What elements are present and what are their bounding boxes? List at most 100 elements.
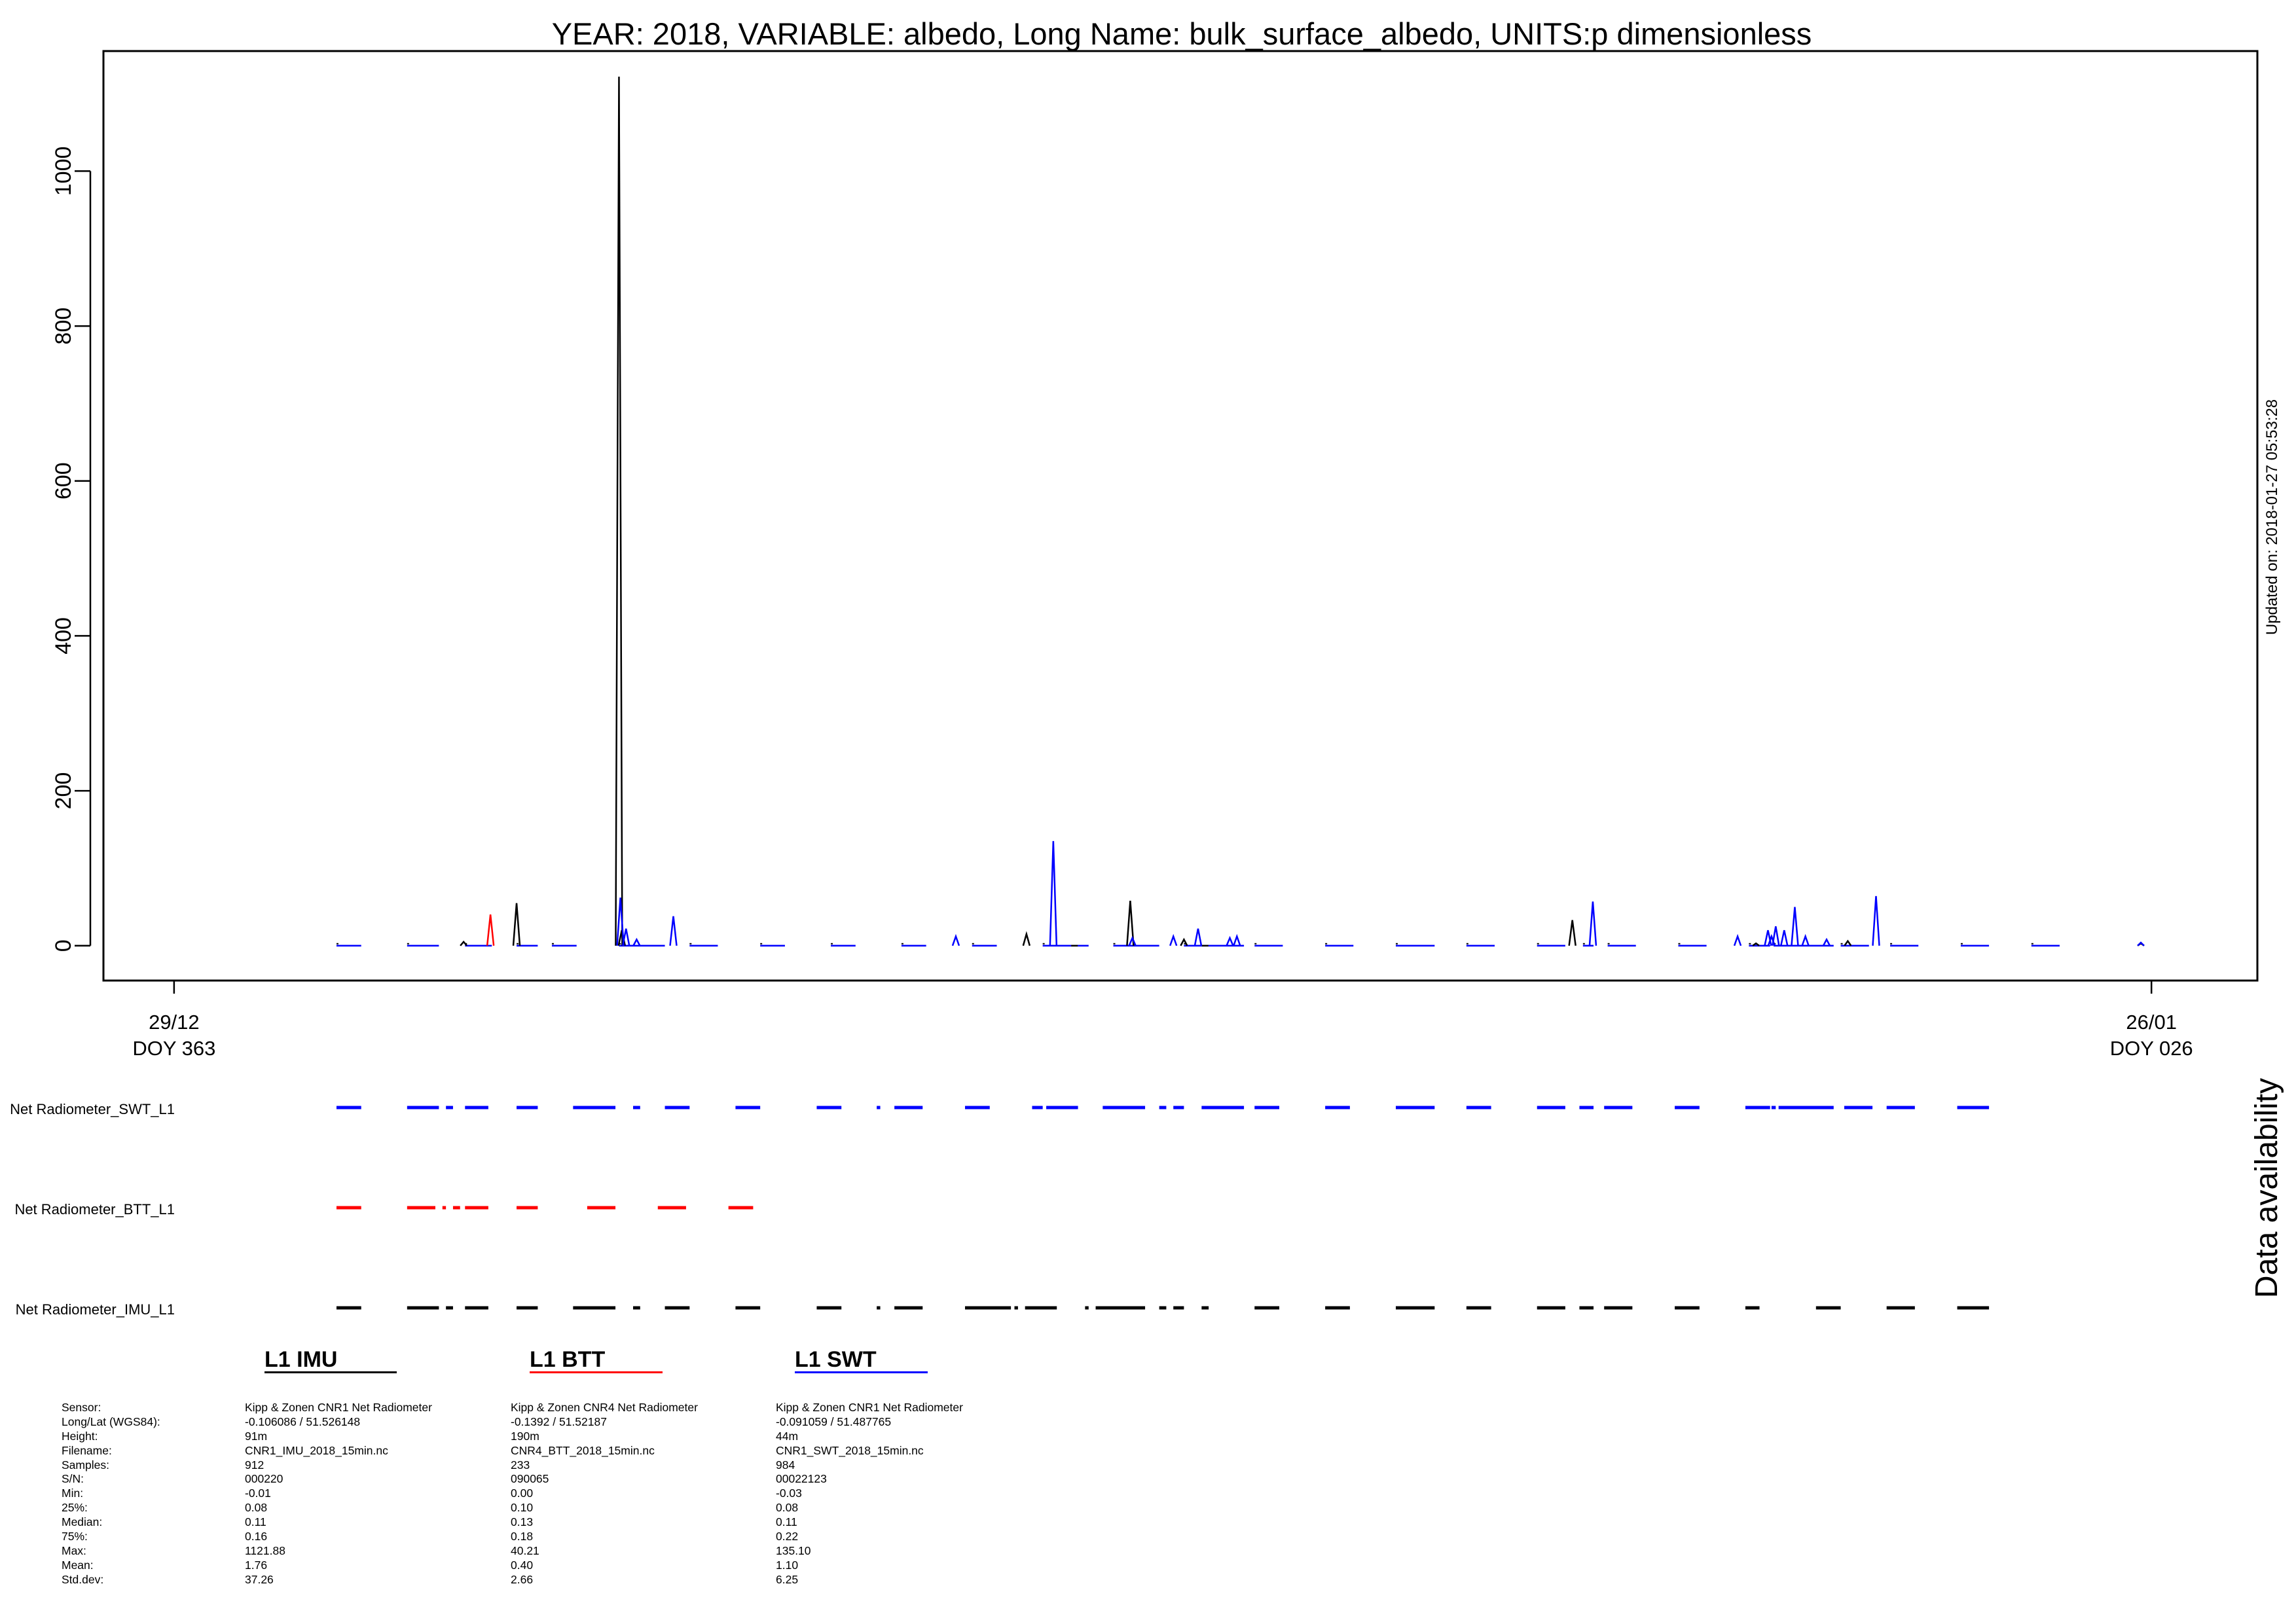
- stats-btt: Kipp & Zonen CNR4 Net Radiometer -0.1392…: [511, 1401, 698, 1587]
- stats-label: Sensor:: [62, 1401, 101, 1414]
- y-tick-label: 200: [51, 772, 76, 810]
- x-tick-date-label: 26/01: [2126, 1011, 2177, 1034]
- y-tick-label: 400: [51, 617, 76, 655]
- data-spike: [1194, 928, 1203, 946]
- data-spike: [1733, 933, 1742, 947]
- stats-label: Std.dev:: [62, 1572, 104, 1586]
- stats-value: 912: [245, 1458, 264, 1471]
- data-spike: [1022, 931, 1031, 947]
- stats-value: 1.10: [776, 1558, 799, 1572]
- stats-value: -0.091059 / 51.487765: [776, 1415, 892, 1428]
- data-spike: [1588, 901, 1597, 946]
- data-spike: [1126, 901, 1135, 946]
- legend-btt-line: [530, 1371, 663, 1373]
- chart-title: YEAR: 2018, VARIABLE: albedo, Long Name:…: [552, 16, 1812, 51]
- stats-value: 233: [511, 1458, 530, 1471]
- legend-swt-title: L1 SWT: [795, 1347, 877, 1372]
- data-spike: [1049, 840, 1058, 946]
- data-spike: [951, 933, 960, 947]
- stats-label: Mean:: [62, 1558, 94, 1572]
- stats-value: 1121.88: [245, 1543, 285, 1557]
- data-spike: [1226, 935, 1234, 947]
- data-spike: [1169, 933, 1178, 947]
- series-2: [616, 840, 2145, 947]
- stats-value: 00022123: [776, 1472, 827, 1486]
- y-tick-label: 600: [51, 462, 76, 499]
- legend-imu: L1 IMU: [264, 1347, 397, 1373]
- data-spike: [1128, 935, 1137, 947]
- availability-row-label: Net Radiometer_BTT_L1: [14, 1201, 175, 1218]
- y-axis: 0 200 400 600 800 1000: [51, 147, 92, 952]
- stats-value: 0.22: [776, 1530, 799, 1543]
- legend-swt: L1 SWT: [795, 1347, 928, 1373]
- stats-swt: Kipp & Zonen CNR1 Net Radiometer -0.0910…: [776, 1401, 963, 1587]
- stats-value: 090065: [511, 1472, 549, 1486]
- stats-value: 190m: [511, 1429, 539, 1443]
- availability-row-label: Net Radiometer_IMU_L1: [16, 1301, 175, 1318]
- legend-swt-line: [795, 1371, 928, 1373]
- stats-value: 0.13: [511, 1515, 534, 1529]
- stats-value: 44m: [776, 1429, 799, 1443]
- data-spike: [1801, 933, 1810, 947]
- stats-value: 000220: [245, 1472, 283, 1486]
- data-spike: [1180, 937, 1188, 947]
- legend-btt-title: L1 BTT: [530, 1347, 606, 1372]
- stats-value: 0.08: [245, 1501, 268, 1515]
- series-1: [486, 914, 495, 946]
- stats-value: 37.26: [245, 1572, 274, 1586]
- stats-label: S/N:: [62, 1472, 84, 1486]
- stats-value: 91m: [245, 1429, 268, 1443]
- data-spike: [1233, 933, 1241, 947]
- data-spike: [1791, 907, 1799, 946]
- stats-value: 0.16: [245, 1530, 268, 1543]
- data-spike: [1844, 939, 1852, 947]
- stats-value: 0.40: [511, 1558, 534, 1572]
- data-spike: [1752, 942, 1760, 947]
- data-spike: [1772, 926, 1780, 946]
- stats-label: Min:: [62, 1487, 84, 1500]
- stats-value: 984: [776, 1458, 795, 1471]
- series-0: [460, 77, 2145, 947]
- data-spike: [460, 940, 468, 947]
- stats-value: 0.00: [511, 1487, 534, 1500]
- data-spike: [512, 903, 521, 946]
- y-tick-label: 800: [51, 308, 76, 345]
- stats-value: Kipp & Zonen CNR1 Net Radiometer: [776, 1401, 963, 1414]
- stats-label: 25%:: [62, 1501, 88, 1515]
- legend-imu-title: L1 IMU: [264, 1347, 338, 1372]
- data-spike: [1780, 929, 1789, 947]
- plot-frame: [102, 50, 2259, 982]
- data-spike: [1872, 895, 1880, 946]
- baseline-segments: [336, 943, 2060, 947]
- legend-imu-line: [264, 1371, 397, 1373]
- stats-value: -0.1392 / 51.52187: [511, 1415, 607, 1428]
- stats-row-labels: Sensor: Long/Lat (WGS84): Height: Filena…: [62, 1401, 160, 1587]
- stats-value: -0.03: [776, 1487, 802, 1500]
- stats-value: 6.25: [776, 1572, 799, 1586]
- series-layer: [460, 77, 2145, 947]
- availability-row-label: Net Radiometer_SWT_L1: [10, 1101, 175, 1117]
- data-spike: [616, 897, 625, 946]
- data-spike: [486, 914, 495, 946]
- updated-on-label: Updated on: 2018-01-27 05:53:28: [2263, 399, 2281, 635]
- data-spike: [1568, 920, 1576, 946]
- data-spike: [2137, 941, 2145, 947]
- stats-label: Filename:: [62, 1443, 112, 1457]
- data-spike: [632, 937, 641, 947]
- stats-label: Max:: [62, 1543, 86, 1557]
- stats-value: -0.106086 / 51.526148: [245, 1415, 361, 1428]
- x-tick-doy-label: DOY 363: [132, 1037, 215, 1060]
- y-tick-label: 0: [51, 939, 76, 952]
- stats-imu: Kipp & Zonen CNR1 Net Radiometer -0.1060…: [245, 1401, 432, 1587]
- data-spike: [1822, 937, 1831, 947]
- x-axis: 29/12 DOY 363 26/01 DOY 026: [132, 979, 2193, 1060]
- stats-label: Samples:: [62, 1458, 109, 1471]
- availability-label: Data availability: [2250, 1078, 2284, 1298]
- stats-value: 40.21: [511, 1543, 539, 1557]
- stats-label: Height:: [62, 1429, 98, 1443]
- x-tick-date-label: 29/12: [149, 1011, 200, 1034]
- stats-value: 2.66: [511, 1572, 534, 1586]
- stats-value: 0.11: [245, 1515, 266, 1529]
- stats-value: CNR4_BTT_2018_15min.nc: [511, 1443, 655, 1457]
